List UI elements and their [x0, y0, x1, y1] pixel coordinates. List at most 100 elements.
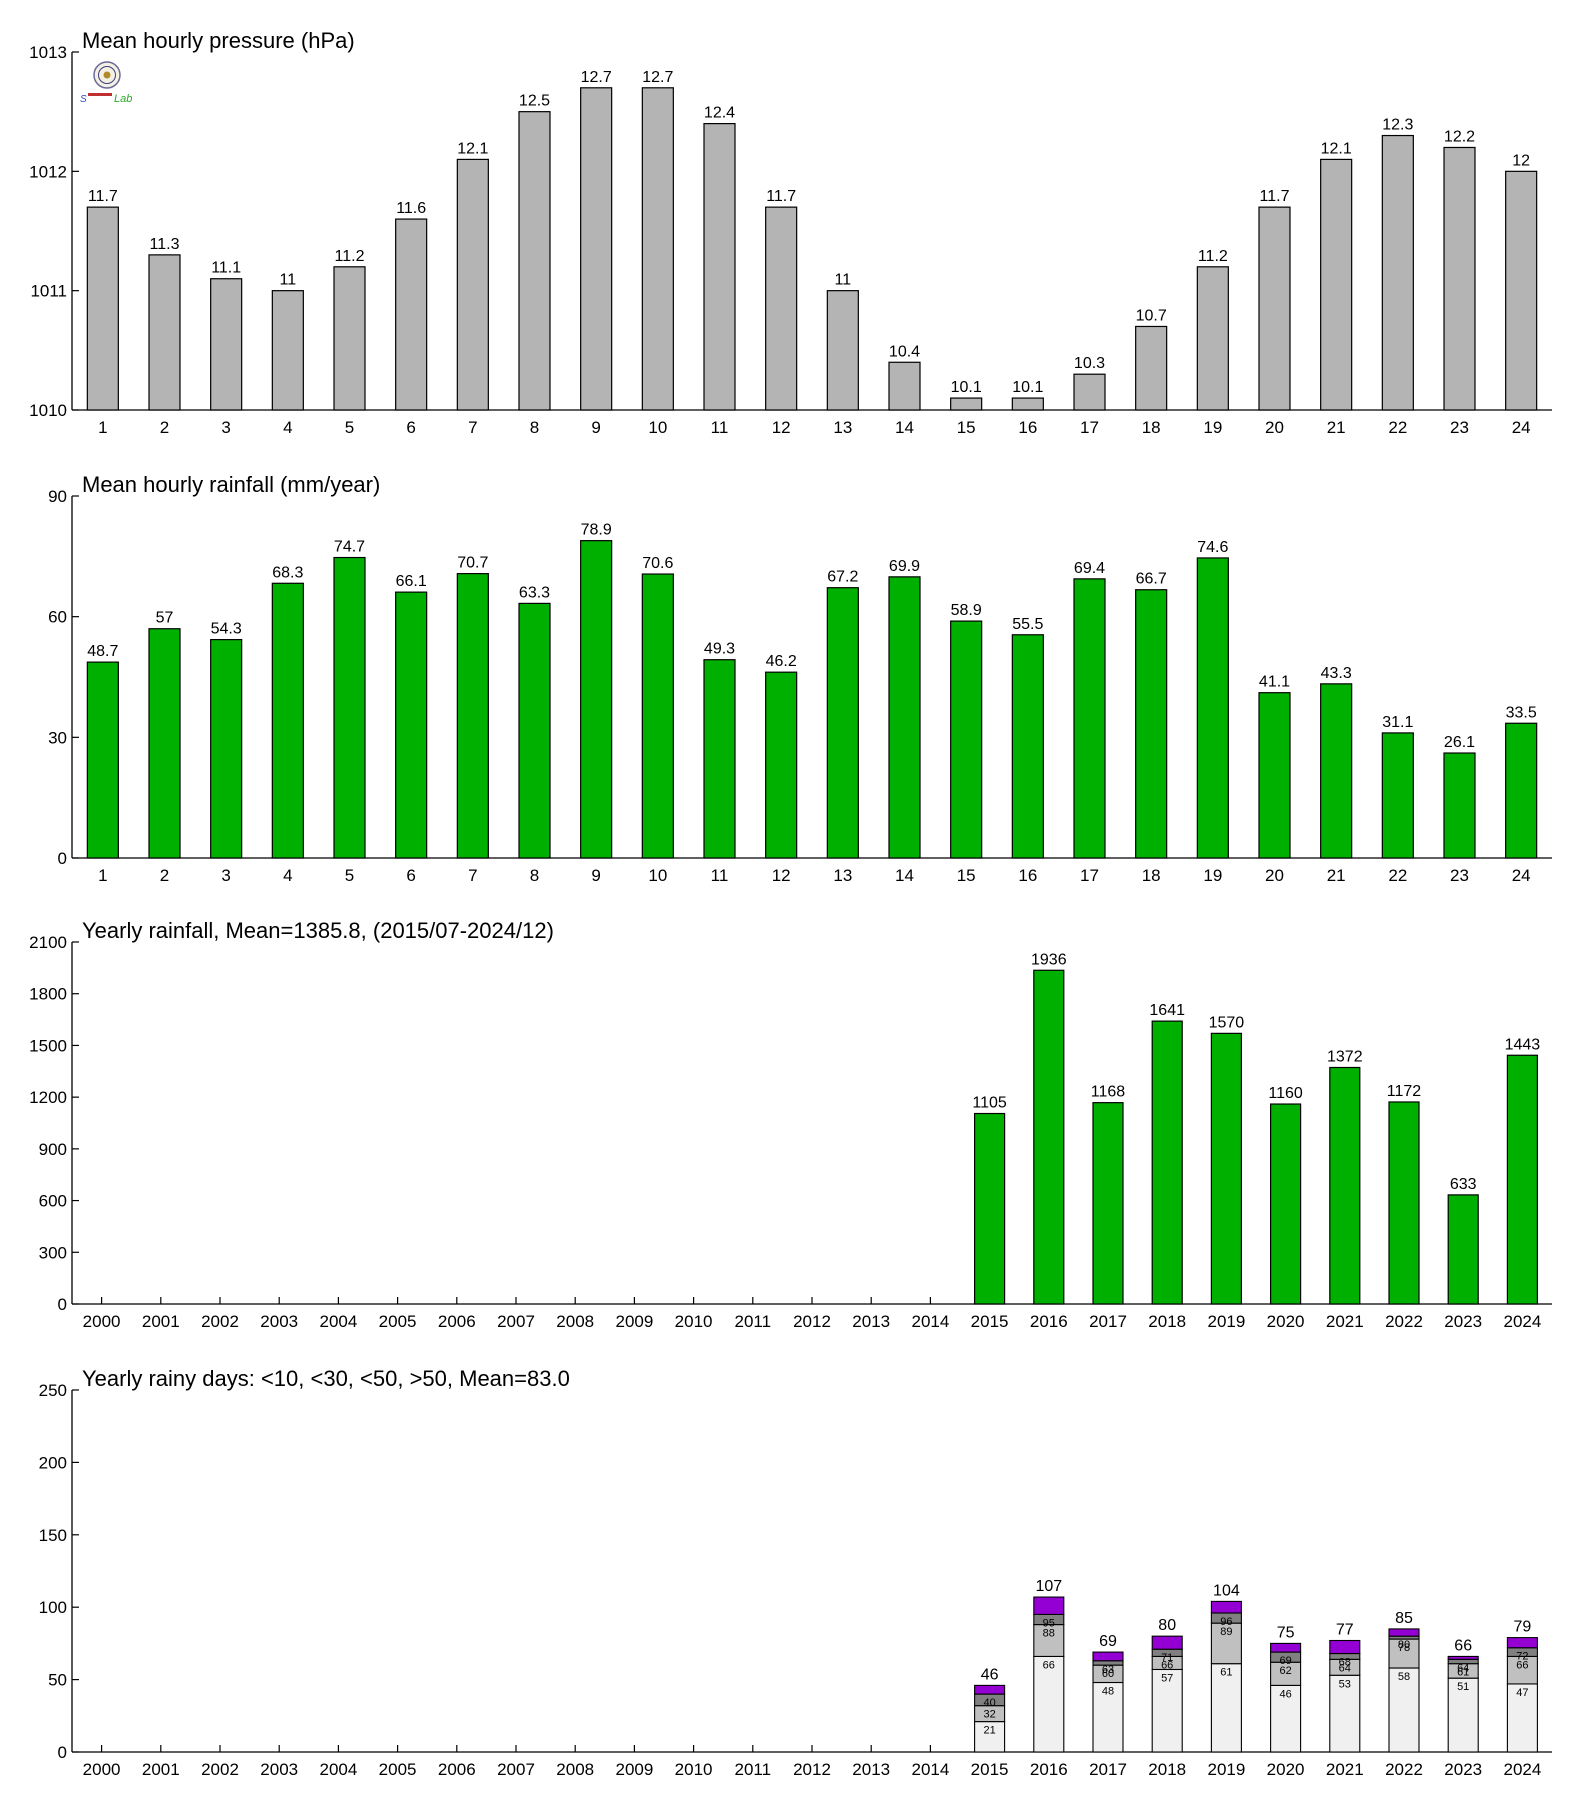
y-tick-label: 0 [58, 1295, 67, 1314]
bar [973, 1112, 1006, 1305]
stack-total-label: 66 [1454, 1637, 1472, 1654]
stack-segment [1033, 1596, 1065, 1615]
bar-value-label: 10.3 [1074, 355, 1105, 372]
bar-value-label: 11.1 [211, 260, 241, 277]
y-tick-label: 0 [58, 1743, 67, 1762]
stack-segment [1151, 1635, 1183, 1650]
bar-value-label: 49.3 [704, 641, 735, 658]
x-tick-label: 13 [833, 418, 852, 437]
segment-value-label: 64 [1457, 1662, 1469, 1674]
bar [271, 290, 304, 411]
stack-segment [974, 1721, 1006, 1753]
x-tick-label: 2007 [497, 1312, 535, 1331]
y-tick-label: 1010 [29, 401, 67, 420]
x-tick-label: 2005 [379, 1760, 417, 1779]
bar-value-label: 66.7 [1136, 571, 1167, 588]
bar-value-label: 10.1 [951, 379, 982, 396]
bar [1388, 1101, 1420, 1305]
bar [456, 573, 489, 859]
stack-total-label: 80 [1158, 1617, 1176, 1634]
stack-segment [1388, 1638, 1420, 1669]
bar-value-label: 41.1 [1259, 674, 1290, 691]
x-tick-label: 2010 [675, 1312, 713, 1331]
bar-value-label: 11.6 [396, 200, 426, 217]
bar [1258, 692, 1291, 859]
stack-segment [1388, 1628, 1420, 1637]
x-tick-label: 2008 [556, 1312, 594, 1331]
segment-value-label: 62 [1279, 1665, 1291, 1677]
segment-value-label: 46 [1279, 1688, 1291, 1700]
x-tick-label: 2 [160, 418, 169, 437]
x-tick-label: 18 [1142, 418, 1161, 437]
bar [1320, 683, 1353, 859]
x-tick-label: 2001 [142, 1312, 180, 1331]
segment-value-label: 48 [1102, 1685, 1114, 1697]
x-tick-label: 15 [957, 866, 976, 885]
x-tick-label: 2024 [1503, 1312, 1541, 1331]
bar [950, 620, 983, 859]
x-tick-label: 20 [1265, 866, 1284, 885]
stack-segment [1210, 1622, 1242, 1665]
bar [333, 556, 366, 859]
y-tick-label: 150 [39, 1526, 67, 1545]
bar-value-label: 10.7 [1136, 307, 1167, 324]
bar [888, 576, 921, 859]
stack-segment [1092, 1681, 1124, 1753]
bar [395, 591, 428, 859]
bar-value-label: 58.9 [951, 602, 982, 619]
segment-value-label: 21 [983, 1725, 995, 1737]
bar-value-label: 633 [1450, 1176, 1477, 1193]
x-tick-label: 2017 [1089, 1312, 1127, 1331]
bar-value-label: 12.1 [1321, 140, 1352, 157]
bar-value-label: 10.1 [1012, 379, 1043, 396]
bar [518, 602, 551, 859]
x-tick-label: 9 [591, 866, 600, 885]
bar-value-label: 12.7 [642, 69, 673, 86]
y-tick-label: 60 [48, 608, 67, 627]
x-tick-label: 8 [530, 418, 539, 437]
x-tick-label: 17 [1080, 418, 1099, 437]
x-tick-label: 2015 [971, 1760, 1009, 1779]
bar [1381, 732, 1414, 859]
bar-value-label: 12.3 [1382, 117, 1413, 134]
x-tick-label: 2002 [201, 1760, 239, 1779]
x-tick-label: 2011 [735, 1312, 772, 1331]
stack-segment [974, 1684, 1006, 1695]
x-tick-label: 2010 [675, 1760, 713, 1779]
bar-value-label: 11 [835, 272, 852, 289]
x-tick-label: 2024 [1503, 1760, 1541, 1779]
bar [1443, 752, 1476, 859]
bar-value-label: 11 [280, 272, 297, 289]
x-tick-label: 23 [1450, 866, 1469, 885]
y-tick-label: 0 [58, 849, 67, 868]
x-tick-label: 2022 [1385, 1312, 1423, 1331]
segment-value-label: 80 [1398, 1639, 1410, 1651]
bar-value-label: 11.3 [150, 236, 180, 253]
bar [86, 661, 119, 859]
y-tick-label: 30 [48, 728, 67, 747]
x-tick-label: 2019 [1207, 1760, 1245, 1779]
y-tick-label: 1800 [29, 985, 67, 1004]
x-tick-label: 15 [957, 418, 976, 437]
x-tick-label: 2005 [379, 1312, 417, 1331]
chart-title: Yearly rainfall, Mean=1385.8, (2015/07-2… [82, 918, 554, 943]
stack-segment [1447, 1677, 1479, 1753]
chart-title: Mean hourly pressure (hPa) [82, 28, 355, 53]
segment-value-label: 58 [1398, 1671, 1410, 1683]
stack-total-label: 85 [1395, 1610, 1413, 1627]
stack-segment [1270, 1642, 1302, 1653]
stack-segment [1092, 1651, 1124, 1662]
seal-logo-icon: S Lab [80, 61, 132, 105]
x-tick-label: 2020 [1267, 1312, 1305, 1331]
y-tick-label: 250 [39, 1381, 67, 1400]
x-tick-label: 6 [406, 866, 415, 885]
stack-segment [1388, 1667, 1420, 1753]
segment-value-label: 72 [1516, 1651, 1528, 1663]
bar [1381, 134, 1414, 411]
bar [395, 218, 428, 411]
x-tick-label: 2007 [497, 1760, 535, 1779]
x-tick-label: 2003 [260, 1312, 298, 1331]
x-tick-label: 4 [283, 866, 292, 885]
